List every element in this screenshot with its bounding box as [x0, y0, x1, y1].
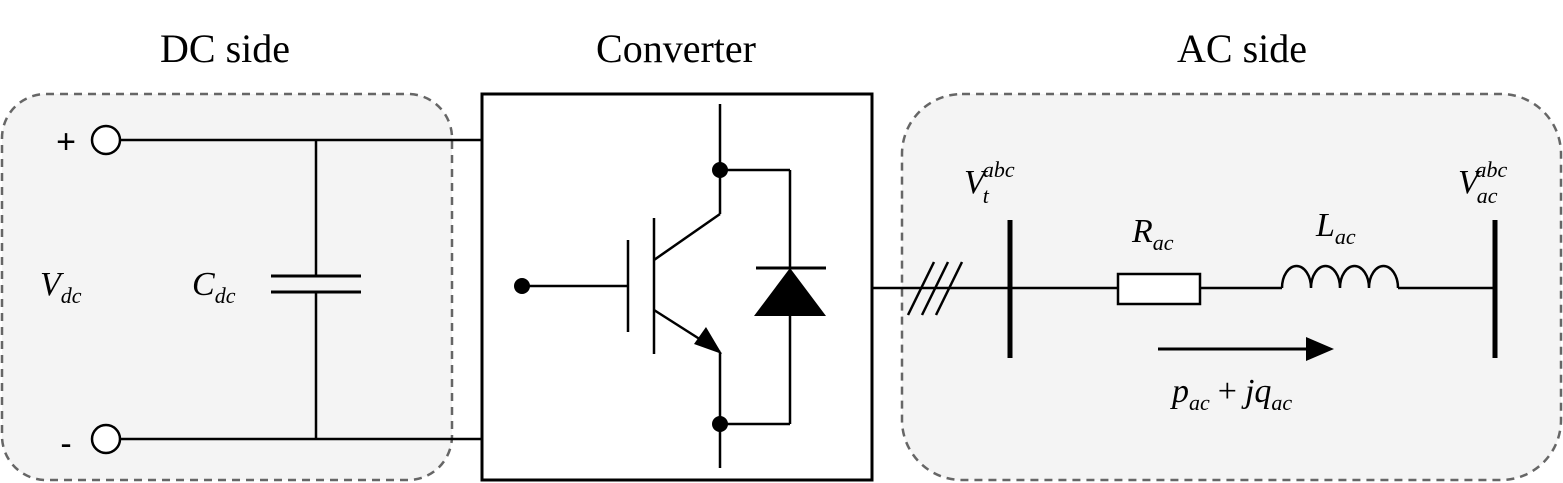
power-label: pac + jqac: [1170, 373, 1292, 415]
vt-label: Vtabc: [964, 157, 1015, 208]
resistor: [1116, 272, 1202, 306]
dc-side-region: [0, 92, 454, 482]
inductor: [1280, 264, 1400, 289]
positive-terminal: [90, 124, 482, 156]
ac-side-title: AC side: [1177, 26, 1307, 71]
dc-side-title: DC side: [160, 26, 290, 71]
vac-label: Vacabc: [1458, 157, 1508, 208]
diode-symbol: [720, 168, 826, 426]
cdc-label: Cdc: [192, 266, 236, 308]
minus-sign: -: [60, 425, 71, 463]
igbt-symbol: [514, 104, 728, 468]
power-flow-arrow: [1158, 337, 1334, 361]
lac-label: Lac: [1315, 207, 1356, 249]
plus-sign: +: [56, 123, 76, 161]
converter-title: Converter: [596, 26, 756, 71]
dc-capacitor: [271, 140, 361, 439]
rac-label: Rac: [1131, 213, 1174, 255]
three-phase-marker: [906, 261, 964, 316]
negative-terminal: [90, 423, 482, 455]
